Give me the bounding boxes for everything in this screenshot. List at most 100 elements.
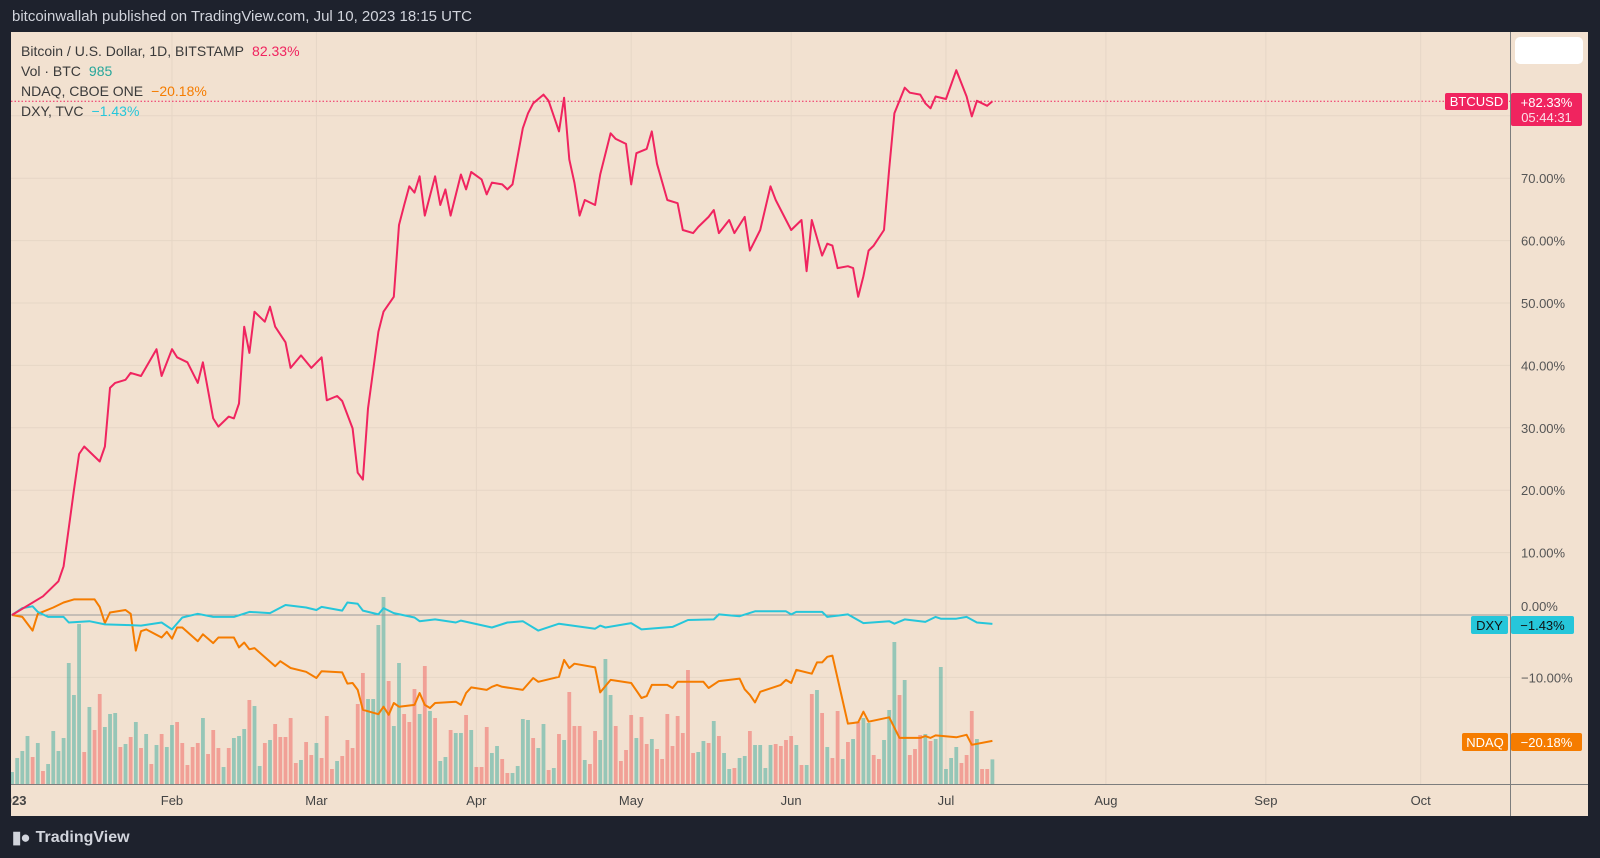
btc-price-value: +82.33% bbox=[1520, 94, 1573, 110]
volume-bar bbox=[655, 749, 659, 784]
volume-bar bbox=[577, 726, 582, 784]
volume-bar bbox=[644, 744, 649, 784]
volume-bar bbox=[77, 624, 81, 784]
dxy-symbol-tag: DXY bbox=[1471, 616, 1508, 634]
volume-bar bbox=[913, 749, 917, 784]
volume-bar bbox=[30, 757, 35, 784]
volume-bar bbox=[464, 715, 468, 784]
volume-bar bbox=[536, 748, 541, 784]
volume-bar bbox=[288, 718, 293, 784]
volume-bar bbox=[892, 642, 897, 784]
volume-bar bbox=[237, 736, 241, 784]
volume-bar bbox=[541, 724, 546, 784]
volume-bar bbox=[809, 694, 814, 784]
x-tick-label: Oct bbox=[1411, 793, 1432, 808]
volume-bar bbox=[231, 738, 236, 784]
x-tick-label: Aug bbox=[1094, 793, 1117, 808]
volume-bar bbox=[371, 699, 376, 784]
legend-volume[interactable]: Vol · BTC 985 bbox=[21, 61, 300, 81]
volume-bar bbox=[562, 740, 567, 784]
volume-bar bbox=[717, 736, 721, 784]
y-tick-label: 0.00% bbox=[1521, 599, 1558, 614]
y-tick-label: −10.00% bbox=[1521, 670, 1573, 685]
volume-bar bbox=[97, 694, 102, 784]
y-tick-label: 30.00% bbox=[1521, 421, 1566, 436]
volume-bar bbox=[355, 704, 360, 784]
volume-bar bbox=[366, 699, 370, 784]
volume-bar bbox=[753, 745, 757, 784]
volume-bar bbox=[422, 666, 427, 784]
brand-name: TradingView bbox=[35, 829, 130, 846]
volume-bar bbox=[582, 760, 587, 784]
y-tick-label: 60.00% bbox=[1521, 234, 1566, 249]
x-tick-label: May bbox=[619, 793, 644, 808]
bar-countdown: 05:44:31 bbox=[1521, 109, 1572, 125]
volume-bar bbox=[417, 714, 422, 784]
dxy-line bbox=[11, 601, 993, 632]
legend-btc[interactable]: Bitcoin / U.S. Dollar, 1D, BITSTAMP 82.33… bbox=[21, 41, 300, 61]
volume-bar bbox=[51, 731, 56, 784]
volume-bar bbox=[459, 733, 463, 784]
volume-bar bbox=[128, 737, 133, 784]
volume-bar bbox=[531, 738, 536, 784]
volume-bar bbox=[283, 737, 288, 784]
volume-bar bbox=[975, 739, 979, 784]
volume-bar bbox=[20, 751, 25, 784]
volume-bar bbox=[505, 773, 510, 784]
volume-bar bbox=[144, 734, 149, 784]
volume-bar bbox=[835, 711, 840, 784]
volume-bar bbox=[593, 731, 597, 784]
tradingview-logo-icon: ▮● bbox=[12, 828, 31, 847]
volume-bar bbox=[206, 754, 210, 784]
volume-bar bbox=[557, 734, 561, 784]
volume-bar bbox=[299, 760, 303, 784]
volume-bar bbox=[226, 748, 231, 784]
legend-ndaq[interactable]: NDAQ, CBOE ONE −20.18% bbox=[21, 81, 300, 101]
volume-bar bbox=[484, 727, 489, 784]
volume-bar bbox=[41, 771, 45, 784]
legend-dxy[interactable]: DXY, TVC −1.43% bbox=[21, 101, 300, 121]
volume-bar bbox=[778, 746, 783, 784]
published-caption: bitcoinwallah published on TradingView.c… bbox=[12, 8, 473, 25]
volume-bar bbox=[634, 738, 639, 784]
chart-pane[interactable] bbox=[11, 32, 1588, 816]
volume-bar bbox=[768, 745, 773, 784]
series-lines bbox=[11, 69, 994, 746]
volume-bar bbox=[928, 741, 933, 784]
volume-bar bbox=[330, 769, 334, 784]
toolbar-placeholder[interactable] bbox=[1515, 37, 1583, 64]
ndaq-price-tag: −20.18% bbox=[1511, 733, 1582, 751]
volume-bars bbox=[11, 597, 995, 784]
volume-bar bbox=[309, 755, 314, 784]
y-tick-label: 20.00% bbox=[1521, 483, 1566, 498]
time-axis[interactable]: 2023 Feb Mar Apr May Jun Jul Aug Sep Oct bbox=[0, 793, 1431, 808]
volume-bar bbox=[15, 758, 20, 784]
tradingview-brand[interactable]: ▮● TradingView bbox=[12, 828, 130, 848]
volume-bar bbox=[391, 726, 396, 784]
x-tick-label: Feb bbox=[161, 793, 183, 808]
volume-bar bbox=[428, 711, 432, 784]
legend-label: NDAQ, CBOE ONE bbox=[21, 83, 144, 99]
volume-bar bbox=[211, 730, 216, 784]
price-axis[interactable]: 70.00% 60.00% 50.00% 40.00% 30.00% 20.00% 10.0… bbox=[1521, 171, 1573, 685]
volume-bar bbox=[118, 747, 123, 784]
volume-bar bbox=[722, 753, 726, 784]
volume-bar bbox=[407, 722, 412, 784]
volume-bar bbox=[82, 752, 87, 784]
y-tick-label: 70.00% bbox=[1521, 171, 1566, 186]
volume-bar bbox=[825, 747, 830, 784]
volume-bar bbox=[851, 739, 855, 784]
volume-bar bbox=[897, 695, 902, 784]
volume-bar bbox=[515, 766, 520, 784]
volume-bar bbox=[711, 721, 716, 784]
volume-bar bbox=[938, 667, 943, 784]
volume-bar bbox=[386, 681, 391, 784]
volume-bar bbox=[815, 690, 819, 784]
volume-bar bbox=[180, 743, 185, 784]
volume-bar bbox=[706, 743, 711, 784]
btc-symbol-tag: BTCUSD bbox=[1445, 93, 1508, 110]
volume-bar bbox=[758, 745, 763, 784]
volume-bar bbox=[278, 737, 283, 784]
legend-label: Bitcoin / U.S. Dollar, 1D, BITSTAMP bbox=[21, 43, 245, 59]
